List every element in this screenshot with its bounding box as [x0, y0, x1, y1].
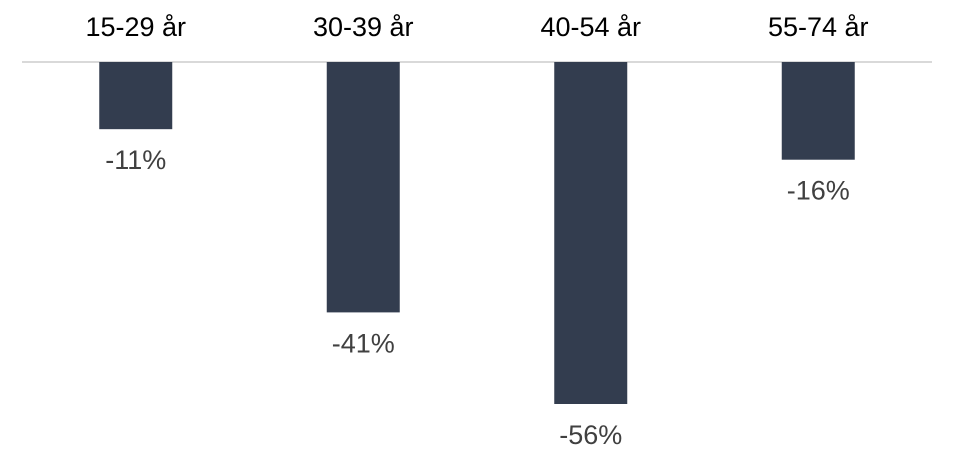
bar: [781, 62, 855, 160]
value-labels: -11% -41% -56% -16%: [105, 145, 850, 450]
bar: [326, 62, 400, 313]
category-label: 15-29 år: [85, 12, 186, 42]
category-label: 30-39 år: [313, 12, 414, 42]
bar: [99, 62, 173, 130]
value-label: -41%: [332, 328, 395, 358]
category-labels: 15-29 år 30-39 år 40-54 år 55-74 år: [85, 12, 868, 42]
bars: [99, 62, 855, 404]
value-label: -16%: [787, 176, 850, 206]
bar: [554, 62, 628, 404]
category-label: 40-54 år: [540, 12, 641, 42]
category-label: 55-74 år: [768, 12, 869, 42]
value-label: -56%: [559, 420, 622, 450]
value-label: -11%: [105, 145, 166, 175]
